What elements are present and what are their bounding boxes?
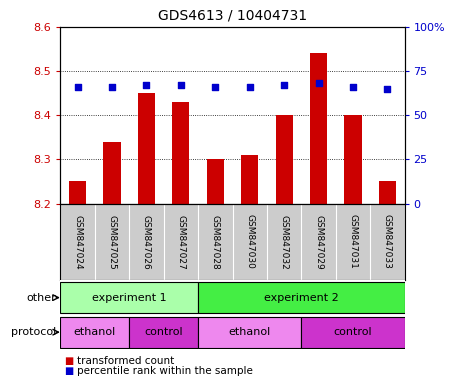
- Text: protocol: protocol: [11, 327, 56, 337]
- Bar: [60, 282, 198, 313]
- Text: GSM847033: GSM847033: [383, 215, 392, 269]
- Bar: [60, 316, 129, 348]
- Bar: [206, 159, 224, 204]
- Text: control: control: [144, 327, 183, 337]
- Text: other: other: [26, 293, 56, 303]
- Bar: [379, 181, 396, 204]
- Text: GSM847029: GSM847029: [314, 215, 323, 269]
- Text: GSM847028: GSM847028: [211, 215, 220, 269]
- Bar: [69, 181, 86, 204]
- Bar: [276, 115, 293, 204]
- Bar: [198, 316, 301, 348]
- Point: [74, 84, 81, 90]
- Point: [143, 82, 150, 88]
- Text: GSM847025: GSM847025: [107, 215, 117, 269]
- Bar: [241, 155, 259, 204]
- Point: [246, 84, 253, 90]
- Text: ethanol: ethanol: [229, 327, 271, 337]
- Bar: [310, 53, 327, 204]
- Text: experiment 1: experiment 1: [92, 293, 166, 303]
- Point: [212, 84, 219, 90]
- Point: [315, 80, 322, 86]
- Bar: [103, 142, 121, 204]
- Text: GSM847032: GSM847032: [279, 215, 289, 269]
- Text: GSM847030: GSM847030: [245, 215, 254, 269]
- Point: [280, 82, 288, 88]
- Text: ■: ■: [64, 366, 73, 376]
- Bar: [172, 102, 190, 204]
- Point: [108, 84, 116, 90]
- Bar: [301, 316, 405, 348]
- Point: [384, 86, 391, 92]
- Bar: [198, 282, 405, 313]
- Point: [177, 82, 185, 88]
- Text: GSM847027: GSM847027: [176, 215, 186, 269]
- Text: GSM847026: GSM847026: [142, 215, 151, 269]
- Text: ethanol: ethanol: [74, 327, 116, 337]
- Text: transformed count: transformed count: [77, 356, 174, 366]
- Bar: [138, 93, 155, 204]
- Bar: [344, 115, 362, 204]
- Text: GSM847031: GSM847031: [348, 215, 358, 269]
- Bar: [129, 316, 198, 348]
- Point: [349, 84, 357, 90]
- Text: experiment 2: experiment 2: [264, 293, 339, 303]
- Title: GDS4613 / 10404731: GDS4613 / 10404731: [158, 9, 307, 23]
- Text: GSM847024: GSM847024: [73, 215, 82, 269]
- Text: percentile rank within the sample: percentile rank within the sample: [77, 366, 252, 376]
- Text: control: control: [333, 327, 372, 337]
- Text: ■: ■: [64, 356, 73, 366]
